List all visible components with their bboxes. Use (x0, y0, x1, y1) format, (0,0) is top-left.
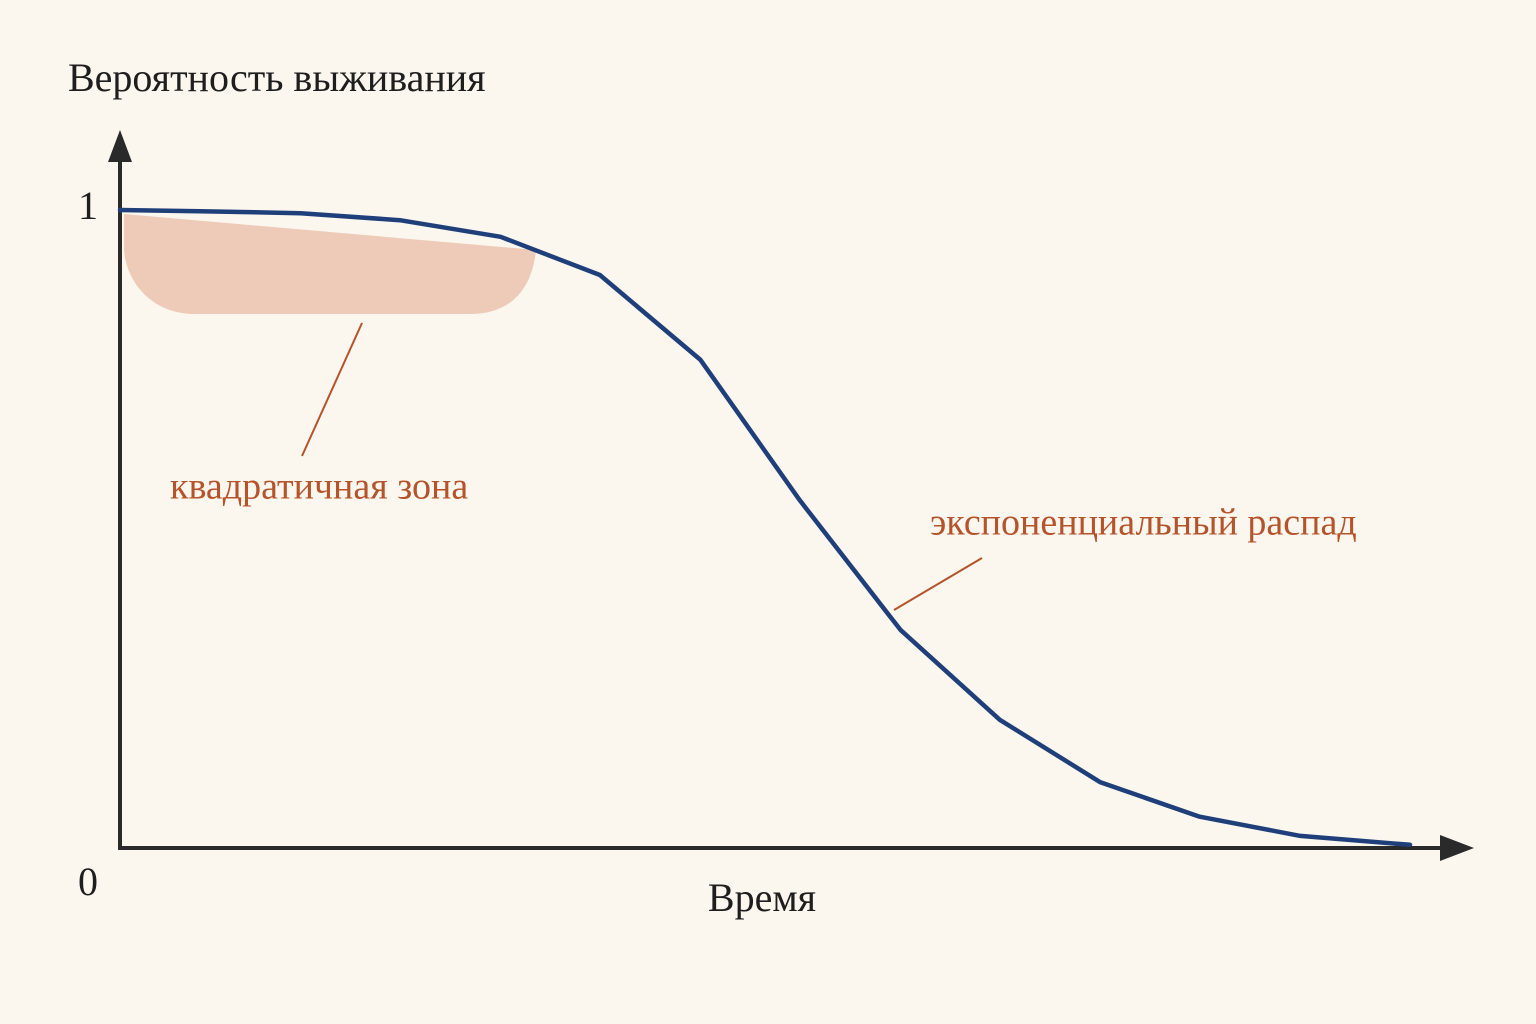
x-axis-arrow (1440, 835, 1474, 861)
y-tick-label: 0 (78, 859, 98, 904)
annotation: экспоненциальный распад (930, 502, 1357, 544)
leader-line (893, 557, 983, 611)
y-axis-arrow (108, 130, 132, 162)
leader-line (301, 322, 363, 457)
quadratic-zone (124, 214, 536, 314)
x-axis-label: Время (708, 875, 816, 920)
survival-curve (117, 207, 1413, 848)
y-tick-label: 1 (78, 183, 98, 228)
y-axis-label: Вероятность выживания (68, 55, 486, 100)
annotation: квадратичная зона (170, 466, 468, 508)
